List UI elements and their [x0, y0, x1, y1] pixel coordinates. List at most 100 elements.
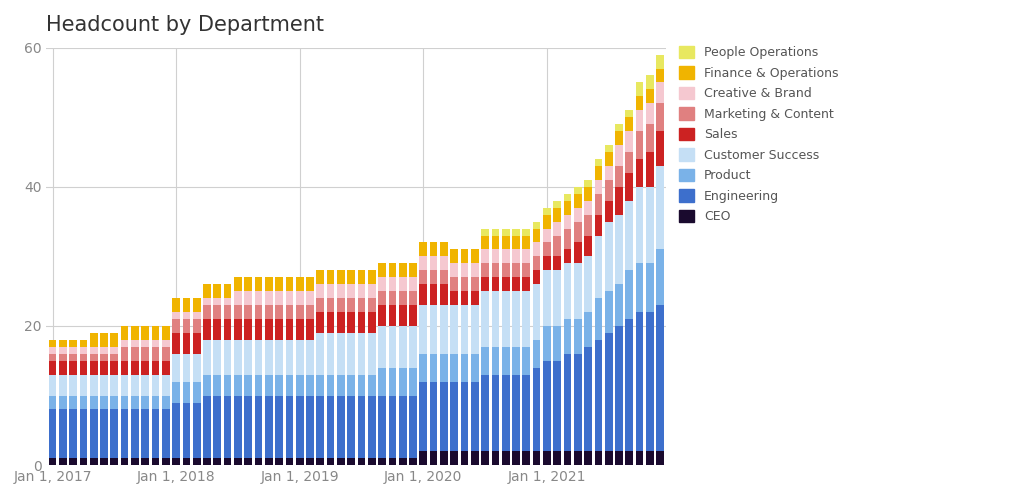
Bar	[296, 375, 303, 396]
Bar	[656, 103, 664, 131]
Bar	[532, 222, 541, 229]
Bar	[532, 451, 541, 465]
Bar	[605, 291, 612, 333]
Bar	[481, 277, 488, 291]
Bar	[615, 326, 623, 451]
Bar	[481, 263, 488, 277]
Bar	[100, 361, 108, 375]
Bar	[492, 451, 500, 465]
Bar	[296, 305, 303, 319]
Bar	[461, 277, 468, 291]
Bar	[182, 458, 190, 465]
Bar	[245, 305, 252, 319]
Bar	[245, 291, 252, 305]
Bar	[626, 110, 633, 117]
Bar	[152, 410, 160, 458]
Bar	[80, 347, 87, 354]
Bar	[656, 82, 664, 103]
Bar	[398, 291, 407, 305]
Bar	[337, 298, 345, 312]
Bar	[368, 458, 376, 465]
Bar	[182, 382, 190, 403]
Bar	[59, 361, 67, 375]
Bar	[245, 396, 252, 458]
Bar	[357, 298, 366, 312]
Bar	[585, 312, 592, 347]
Bar	[234, 396, 242, 458]
Bar	[275, 375, 283, 396]
Bar	[59, 354, 67, 361]
Bar	[573, 451, 582, 465]
Bar	[357, 375, 366, 396]
Bar	[532, 229, 541, 243]
Bar	[481, 347, 488, 375]
Bar	[49, 340, 56, 347]
Bar	[615, 145, 623, 166]
Bar	[141, 347, 150, 361]
Bar	[182, 319, 190, 333]
Bar	[172, 333, 180, 354]
Bar	[203, 305, 211, 319]
Bar	[182, 312, 190, 319]
Bar	[430, 284, 437, 305]
Bar	[605, 180, 612, 201]
Bar	[286, 277, 293, 291]
Bar	[522, 250, 530, 263]
Bar	[378, 263, 386, 277]
Bar	[430, 256, 437, 270]
Bar	[368, 284, 376, 298]
Bar	[481, 375, 488, 451]
Bar	[512, 277, 520, 291]
Bar	[245, 277, 252, 291]
Bar	[316, 270, 325, 284]
Bar	[646, 451, 653, 465]
Bar	[502, 229, 510, 236]
Bar	[440, 382, 447, 451]
Bar	[70, 410, 77, 458]
Bar	[585, 451, 592, 465]
Bar	[573, 319, 582, 354]
Bar	[275, 458, 283, 465]
Bar	[224, 458, 231, 465]
Bar	[615, 124, 623, 131]
Bar	[471, 277, 478, 291]
Bar	[255, 340, 262, 375]
Bar	[265, 396, 272, 458]
Bar	[532, 243, 541, 256]
Bar	[636, 110, 643, 131]
Bar	[193, 354, 201, 382]
Bar	[481, 291, 488, 347]
Bar	[141, 326, 150, 340]
Bar	[224, 284, 231, 298]
Bar	[286, 458, 293, 465]
Bar	[492, 250, 500, 263]
Bar	[213, 305, 221, 319]
Bar	[388, 277, 396, 291]
Bar	[100, 347, 108, 354]
Bar	[646, 124, 653, 152]
Bar	[636, 263, 643, 312]
Bar	[522, 229, 530, 236]
Bar	[80, 410, 87, 458]
Bar	[111, 354, 118, 361]
Bar	[492, 263, 500, 277]
Bar	[265, 340, 272, 375]
Bar	[213, 396, 221, 458]
Bar	[90, 354, 97, 361]
Bar	[646, 312, 653, 451]
Bar	[224, 340, 231, 375]
Bar	[410, 291, 417, 305]
Bar	[131, 396, 139, 410]
Bar	[563, 229, 571, 250]
Bar	[255, 458, 262, 465]
Bar	[626, 152, 633, 173]
Bar	[636, 312, 643, 451]
Bar	[90, 347, 97, 354]
Bar	[646, 89, 653, 103]
Bar	[440, 256, 447, 270]
Bar	[626, 319, 633, 451]
Bar	[430, 243, 437, 256]
Bar	[265, 319, 272, 340]
Bar	[398, 396, 407, 458]
Bar	[636, 159, 643, 187]
